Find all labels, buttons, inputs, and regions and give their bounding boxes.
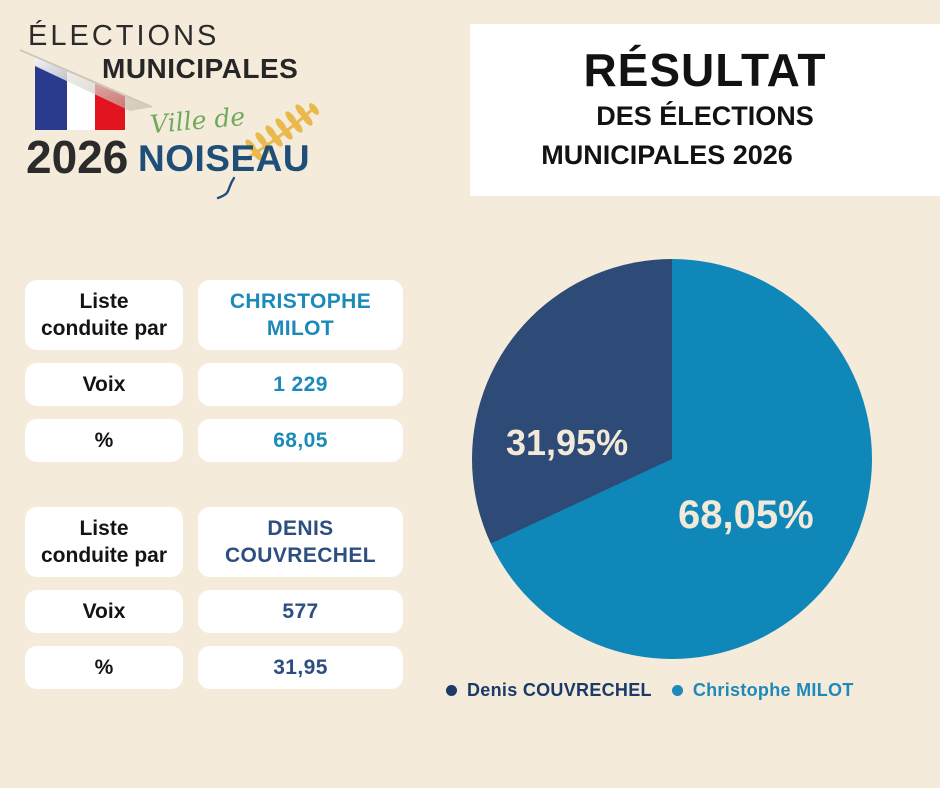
row-label: % (25, 419, 183, 462)
row-label: % (25, 646, 183, 689)
pie-label-milot: 68,05% (678, 493, 814, 537)
table-row: % 68,05 (25, 419, 405, 462)
percent-value: 31,95 (198, 646, 403, 689)
votes-value: 577 (198, 590, 403, 633)
logo-year-text: 2026 (26, 131, 129, 183)
legend-item-milot: Christophe MILOT (671, 680, 854, 701)
table-row: % 31,95 (25, 646, 405, 689)
row-label: Voix (25, 590, 183, 633)
legend-label: Christophe MILOT (692, 680, 854, 700)
title-box: RÉSULTAT DES ÉLECTIONS MUNICIPALES 2026 (470, 24, 940, 196)
row-label: Liste conduite par (25, 280, 183, 350)
french-flag-icon (19, 49, 153, 130)
legend-label: Denis COUVRECHEL (467, 680, 652, 700)
legend-dot-couvrechel-icon (446, 685, 457, 696)
result-table-couvrechel: Liste conduite par DENIS COUVRECHEL Voix… (25, 507, 405, 702)
logo-municipales-text: MUNICIPALES (102, 53, 299, 84)
pie-chart: 31,95% 68,05% (472, 259, 872, 659)
table-row: Liste conduite par CHRISTOPHE MILOT (25, 280, 405, 350)
candidate-name: CHRISTOPHE MILOT (198, 280, 403, 350)
page-title: RÉSULTAT (583, 44, 827, 97)
logo-elections-text: ÉLECTIONS (28, 20, 220, 52)
table-row: Liste conduite par DENIS COUVRECHEL (25, 507, 405, 577)
votes-value: 1 229 (198, 363, 403, 406)
candidate-name: DENIS COUVRECHEL (198, 507, 403, 577)
chart-legend: Denis COUVRECHEL Christophe MILOT (446, 680, 940, 701)
row-label: Liste conduite par (25, 507, 183, 577)
page-subtitle-line1: DES ÉLECTIONS (596, 101, 814, 132)
table-row: Voix 1 229 (25, 363, 405, 406)
legend-item-couvrechel: Denis COUVRECHEL (446, 680, 652, 701)
percent-value: 68,05 (198, 419, 403, 462)
result-table-milot: Liste conduite par CHRISTOPHE MILOT Voix… (25, 280, 405, 475)
row-label: Voix (25, 363, 183, 406)
city-name-text: NOISEAU (138, 138, 311, 179)
table-row: Voix 577 (25, 590, 405, 633)
wheat-icon (243, 103, 319, 162)
noiseau-s-swash-icon (216, 176, 236, 200)
legend-dot-milot-icon (671, 685, 683, 696)
pie-label-couvrechel: 31,95% (506, 422, 629, 463)
page-subtitle-line2: MUNICIPALES 2026 (541, 140, 793, 171)
